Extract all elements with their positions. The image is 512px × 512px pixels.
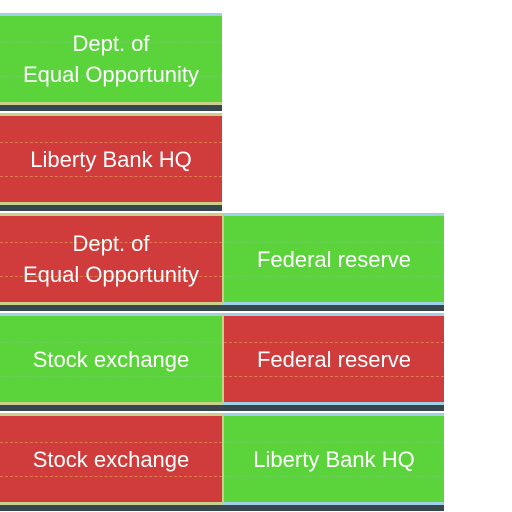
card-shadow (0, 405, 222, 411)
card-shadow (0, 205, 222, 211)
card-label: Stock exchange (32, 446, 190, 472)
card-right-2[interactable]: Federal reserve (222, 313, 444, 405)
card-shadow (0, 305, 222, 311)
card-right-3[interactable]: Liberty Bank HQ (222, 413, 444, 505)
card-shadow (0, 105, 222, 111)
card-label: Liberty Bank HQ (30, 146, 192, 172)
card-left-3[interactable]: Dept. of Equal Opportunity (0, 213, 222, 305)
card-label: Dept. of Equal Opportunity (22, 231, 200, 287)
card-label: Liberty Bank HQ (253, 446, 415, 472)
card-right-1[interactable]: Federal reserve (222, 213, 444, 305)
card-left-5[interactable]: Stock exchange (0, 413, 222, 505)
card-shadow (222, 505, 444, 511)
card-label: Dept. of Equal Opportunity (22, 31, 200, 87)
card-left-1[interactable]: Dept. of Equal Opportunity (0, 13, 222, 105)
card-label: Stock exchange (32, 346, 190, 372)
card-label: Federal reserve (256, 246, 412, 272)
card-shadow (222, 405, 444, 411)
card-shadow (0, 505, 222, 511)
card-label: Federal reserve (256, 346, 412, 372)
card-left-2[interactable]: Liberty Bank HQ (0, 113, 222, 205)
card-left-4[interactable]: Stock exchange (0, 313, 222, 405)
card-shadow (222, 305, 444, 311)
